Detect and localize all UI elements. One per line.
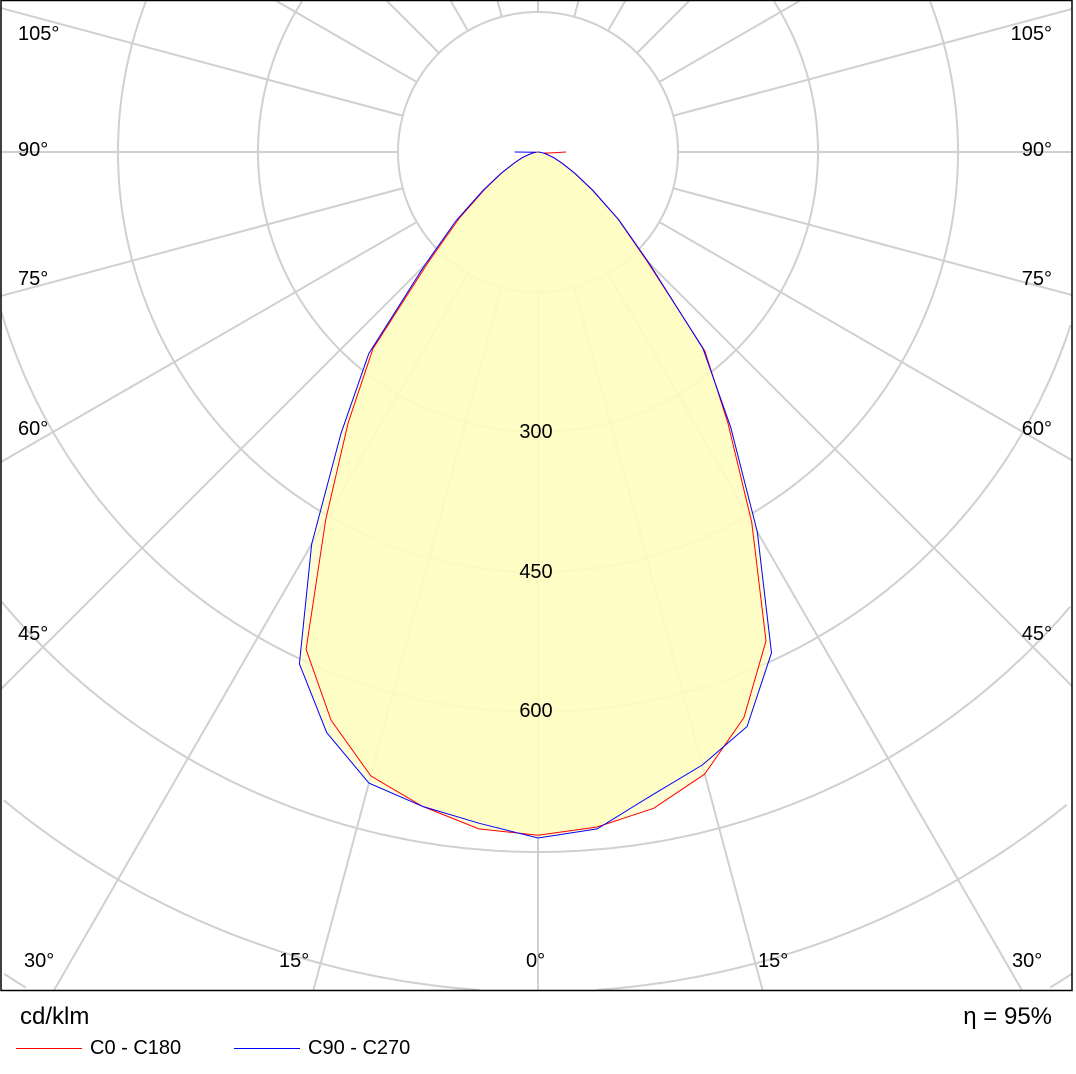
grid-radial-210 [449, 0, 469, 32]
angle-label-left-90: 90° [18, 139, 49, 161]
grid-radial-240 [274, 0, 418, 83]
angle-label-right-45: 45° [1021, 623, 1052, 645]
grid-radial-45 [636, 250, 1072, 687]
angle-label-left-45: 45° [18, 623, 49, 645]
series-line-c90-c270 [298, 151, 773, 839]
grid-radial-165 [573, 0, 580, 18]
legend-label: C90 - C270 [308, 1037, 411, 1059]
grid-radial-195 [496, 0, 503, 18]
grid-radial-225 [385, 0, 440, 54]
grid-radial-135 [636, 0, 691, 54]
intensity-curves [298, 151, 773, 839]
plot-frame [0, 0, 1073, 992]
angle-label-right-75: 75° [1021, 268, 1052, 290]
grid-radial-255 [1, 7, 404, 117]
angle-label-bottom-30-right: 30° [1012, 950, 1043, 972]
legend-swatch-red [16, 1048, 82, 1049]
grid-radial-285 [1, 187, 404, 297]
legend-item-c0-c180: C0 - C180 [16, 1037, 181, 1060]
ring-label-300: 300 [519, 421, 553, 443]
legend-item-c90-c270: C90 - C270 [234, 1037, 410, 1060]
legend-label: C0 - C180 [90, 1037, 182, 1059]
grid-ring-750 [1, 601, 1072, 853]
series-fill-1 [299, 152, 772, 838]
grid-radial-75 [672, 187, 1072, 297]
angle-label-bottom-0: 0° [526, 950, 546, 972]
grid-ring-1050 [1049, 973, 1072, 989]
grid-ring-1050 [3, 973, 27, 989]
grid-radial-315 [1, 250, 440, 690]
legend-swatch-blue [234, 1048, 300, 1049]
grid-radial-105 [672, 7, 1072, 117]
unit-label: cd/klm [20, 1003, 90, 1030]
angle-label-right-90: 90° [1021, 139, 1052, 161]
grid-radial-60 [658, 221, 1072, 462]
efficiency-label: η = 95% [963, 1003, 1052, 1030]
grid-ring-900 [3, 799, 480, 990]
grid-radial-120 [658, 0, 802, 83]
grid-ring-900 [596, 804, 1068, 990]
angle-label-left-60: 60° [18, 418, 49, 440]
angle-label-right-105: 105° [1010, 23, 1052, 45]
angle-label-bottom-15-left: 15° [279, 950, 310, 972]
ring-label-600: 600 [519, 700, 553, 722]
angle-label-bottom-30-left: 30° [24, 950, 55, 972]
angle-label-bottom-15-right: 15° [758, 950, 789, 972]
grid-radial-150 [607, 0, 627, 32]
ring-label-450: 450 [519, 561, 553, 583]
angle-label-left-105: 105° [18, 23, 60, 45]
angle-label-right-60: 60° [1021, 418, 1052, 440]
grid-radial-300 [1, 221, 418, 463]
angle-label-left-75: 75° [18, 268, 49, 290]
